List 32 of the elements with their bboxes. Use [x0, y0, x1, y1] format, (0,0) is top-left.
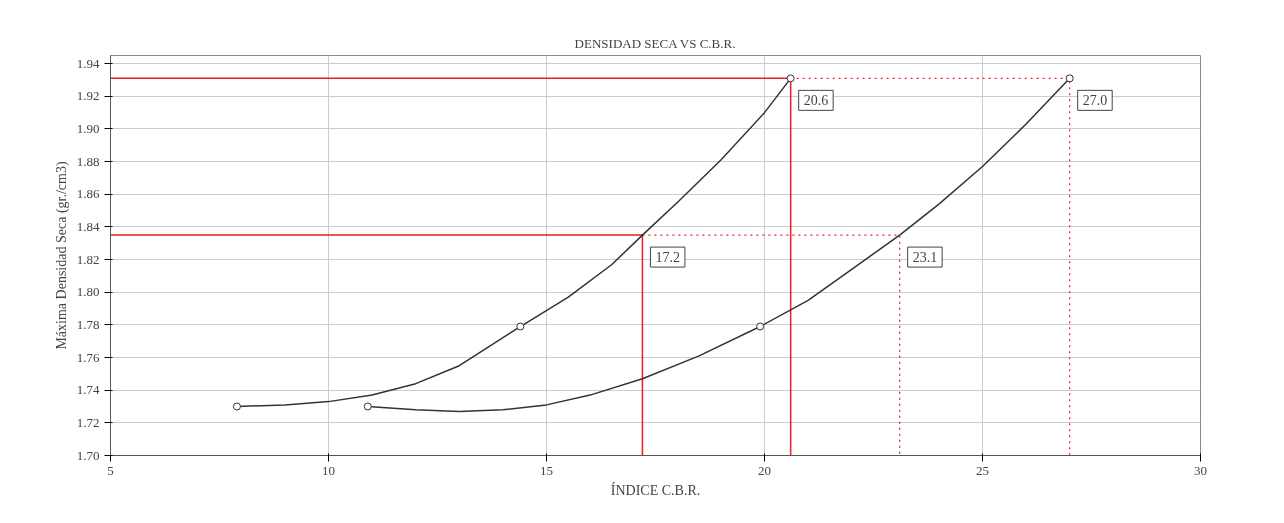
x-tick-label: 10 [322, 462, 335, 478]
point [756, 322, 765, 331]
y-tick-label: 1.88 [76, 153, 100, 169]
y-tick-label: 1.76 [76, 349, 100, 365]
annotation: 27.0 [1082, 93, 1108, 109]
annotation: 20.6 [803, 93, 829, 109]
point [232, 402, 241, 411]
x-tick-label: 15 [540, 462, 553, 478]
annotation: 23.1 [912, 250, 938, 266]
chart-title: DENSIDAD SECA VS C.B.R. [574, 35, 736, 51]
y-tick-label: 1.72 [76, 414, 100, 430]
y-tick-label: 1.84 [76, 218, 100, 234]
y-tick-label: 1.90 [76, 120, 100, 136]
y-tick-label: 1.92 [76, 88, 100, 104]
annotation: 17.2 [655, 250, 680, 266]
y-tick-label: 1.74 [76, 382, 100, 398]
point [516, 322, 525, 331]
y-tick-label: 1.80 [76, 284, 100, 300]
x-tick-label: 20 [758, 462, 771, 478]
x-axis-title: ÍNDICE C.B.R. [610, 481, 701, 498]
point [1065, 74, 1074, 83]
y-tick-label: 1.94 [76, 55, 100, 71]
y-tick-label: 1.86 [76, 186, 100, 202]
x-tick-label: 5 [107, 462, 114, 478]
x-tick-label: 25 [976, 462, 989, 478]
y-tick-label: 1.78 [76, 316, 100, 332]
y-axis-title: Máxima Densidad Seca (gr./cm3) [53, 161, 70, 350]
y-tick-label: 1.70 [76, 447, 100, 463]
x-tick-label: 30 [1194, 462, 1207, 478]
point [363, 402, 372, 411]
point [786, 74, 795, 83]
y-tick-label: 1.82 [76, 251, 100, 267]
